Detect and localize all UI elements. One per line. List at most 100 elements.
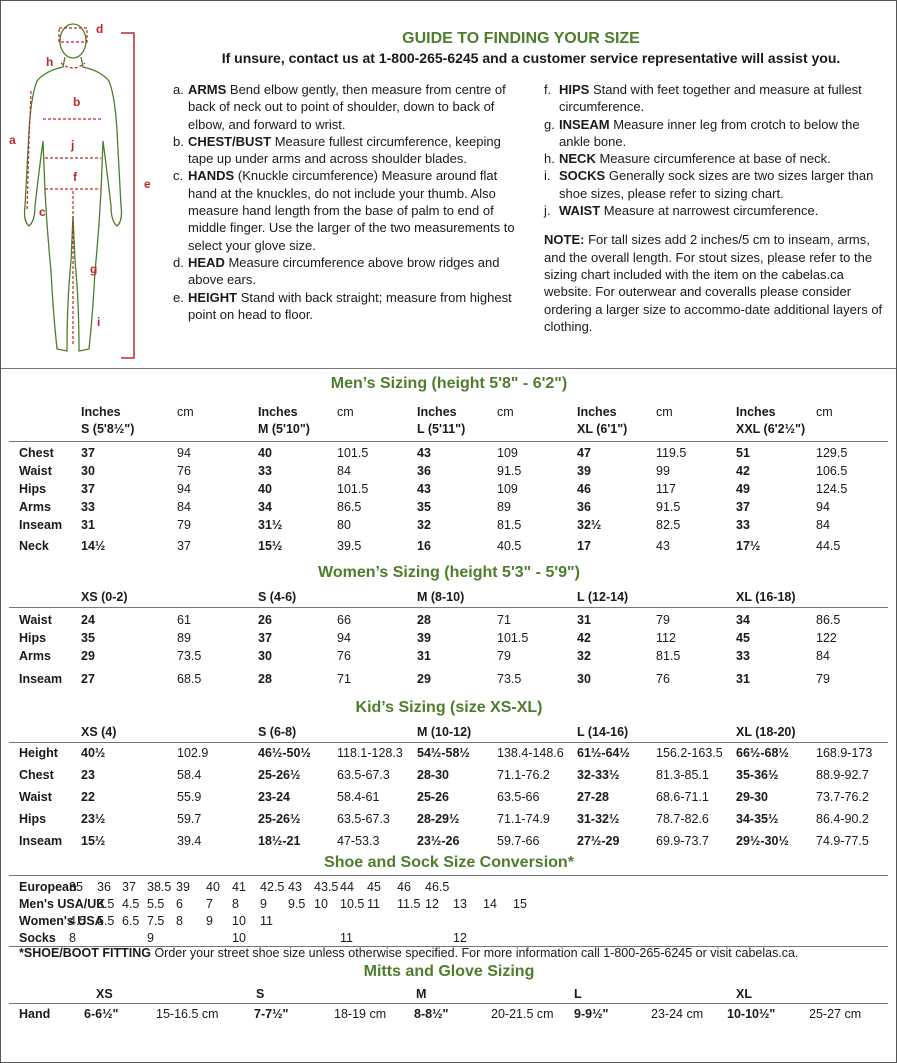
cell: 8-8½" — [414, 1006, 448, 1022]
column-size: L (5'11") — [417, 421, 465, 437]
cell: 42.5 — [260, 879, 284, 895]
cell: 30 — [577, 671, 591, 687]
cell: 84 — [816, 648, 830, 664]
column-unit: Inches — [258, 404, 298, 420]
item-letter: a. — [173, 81, 188, 98]
item-term: ARMS — [188, 82, 226, 97]
cell: 61½-64½ — [577, 745, 630, 761]
guide-item: c.HANDS (Knuckle circumference) Measure … — [173, 167, 523, 253]
cell: 58.4 — [177, 767, 201, 783]
cell: 44.5 — [816, 538, 840, 554]
cell: 84 — [177, 499, 191, 515]
cell: 28 — [258, 671, 272, 687]
cell: 25-26½ — [258, 767, 300, 783]
cell: 10-10½" — [727, 1006, 775, 1022]
column-unit: cm — [816, 404, 833, 420]
cell: 124.5 — [816, 481, 847, 497]
column-size: XL (6'1") — [577, 421, 627, 437]
divider — [9, 607, 888, 608]
row-label: Inseam — [19, 517, 62, 533]
cell: 81.3-85.1 — [656, 767, 709, 783]
cell: 94 — [177, 445, 191, 461]
cell: 22 — [81, 789, 95, 805]
cell: 4.5 — [122, 896, 139, 912]
cell: 129.5 — [816, 445, 847, 461]
cell: 94 — [177, 481, 191, 497]
divider — [9, 1003, 888, 1004]
cell: 11.5 — [397, 896, 420, 912]
cell: 99 — [656, 463, 670, 479]
divider — [9, 742, 888, 743]
item-text: (Knuckle circumference) Measure around f… — [188, 168, 515, 252]
cell: 42 — [736, 463, 750, 479]
cell: 73.5 — [497, 671, 521, 687]
cell: 14½ — [81, 538, 105, 554]
cell: 79 — [497, 648, 511, 664]
figure-label: f — [73, 170, 78, 184]
cell: 11 — [340, 930, 353, 946]
item-letter: g. — [544, 116, 559, 133]
cell: 73.7-76.2 — [816, 789, 869, 805]
figure-label: b — [73, 95, 80, 109]
row-label: Waist — [19, 463, 52, 479]
cell: 7.5 — [147, 913, 164, 929]
cell: 3.5 — [97, 896, 114, 912]
cell: 43.5 — [314, 879, 338, 895]
cell: 156.2-163.5 — [656, 745, 723, 761]
item-letter: f. — [544, 81, 559, 98]
cell: 118.1-128.3 — [337, 745, 403, 761]
cell: 5.5 — [147, 896, 164, 912]
cell: 117 — [656, 481, 676, 497]
cell: 35 — [417, 499, 431, 515]
column-unit: cm — [177, 404, 194, 420]
item-term: INSEAM — [559, 117, 610, 132]
cell: 89 — [497, 499, 511, 515]
row-label: European — [19, 879, 77, 895]
column-size: XS (4) — [81, 724, 116, 740]
cell: 40 — [258, 481, 272, 497]
cell: 9 — [260, 896, 267, 912]
cell: 106.5 — [816, 463, 847, 479]
item-term: HEAD — [188, 255, 225, 270]
cell: 71 — [337, 671, 351, 687]
row-label: Height — [19, 745, 58, 761]
column-unit: Inches — [577, 404, 617, 420]
figure-label: j — [70, 138, 74, 152]
cell: 30 — [81, 463, 95, 479]
column-size: L — [574, 986, 582, 1002]
column-size: S — [256, 986, 264, 1002]
footnote-label: *SHOE/BOOT FITTING — [19, 946, 151, 960]
cell: 39 — [577, 463, 591, 479]
item-letter: i. — [544, 167, 559, 184]
size-guide: dhbajfecgi GUIDE TO FINDING YOUR SIZEIf … — [0, 0, 897, 1063]
cell: 39 — [417, 630, 431, 646]
item-text: Measure circumference at base of neck. — [599, 151, 830, 166]
footnote: *SHOE/BOOT FITTING Order your street sho… — [19, 945, 799, 961]
cell: 15½ — [258, 538, 282, 554]
column-size: S (5'8½") — [81, 421, 134, 437]
item-letter: j. — [544, 202, 559, 219]
cell: 102.9 — [177, 745, 208, 761]
cell: 27-28 — [577, 789, 609, 805]
cell: 91.5 — [656, 499, 680, 515]
cell: 28-30 — [417, 767, 449, 783]
note-text: For tall sizes add 2 inches/5 cm to inse… — [544, 232, 882, 333]
cell: 66 — [337, 612, 351, 628]
cell: 51 — [736, 445, 750, 461]
column-size: L (14-16) — [577, 724, 628, 740]
item-term: HEIGHT — [188, 290, 237, 305]
cell: 43 — [288, 879, 302, 895]
cell: 36 — [417, 463, 431, 479]
cell: 9.5 — [288, 896, 305, 912]
cell: 86.5 — [337, 499, 361, 515]
cell: 16 — [417, 538, 431, 554]
item-term: HIPS — [559, 82, 589, 97]
cell: 73.5 — [177, 648, 201, 664]
cell: 74.9-77.5 — [816, 833, 869, 849]
figure-label: i — [97, 315, 100, 329]
cell: 44 — [340, 879, 354, 895]
row-label: Men's USA/UK — [19, 896, 105, 912]
cell: 59.7-66 — [497, 833, 539, 849]
column-size: XL (16-18) — [736, 589, 796, 605]
